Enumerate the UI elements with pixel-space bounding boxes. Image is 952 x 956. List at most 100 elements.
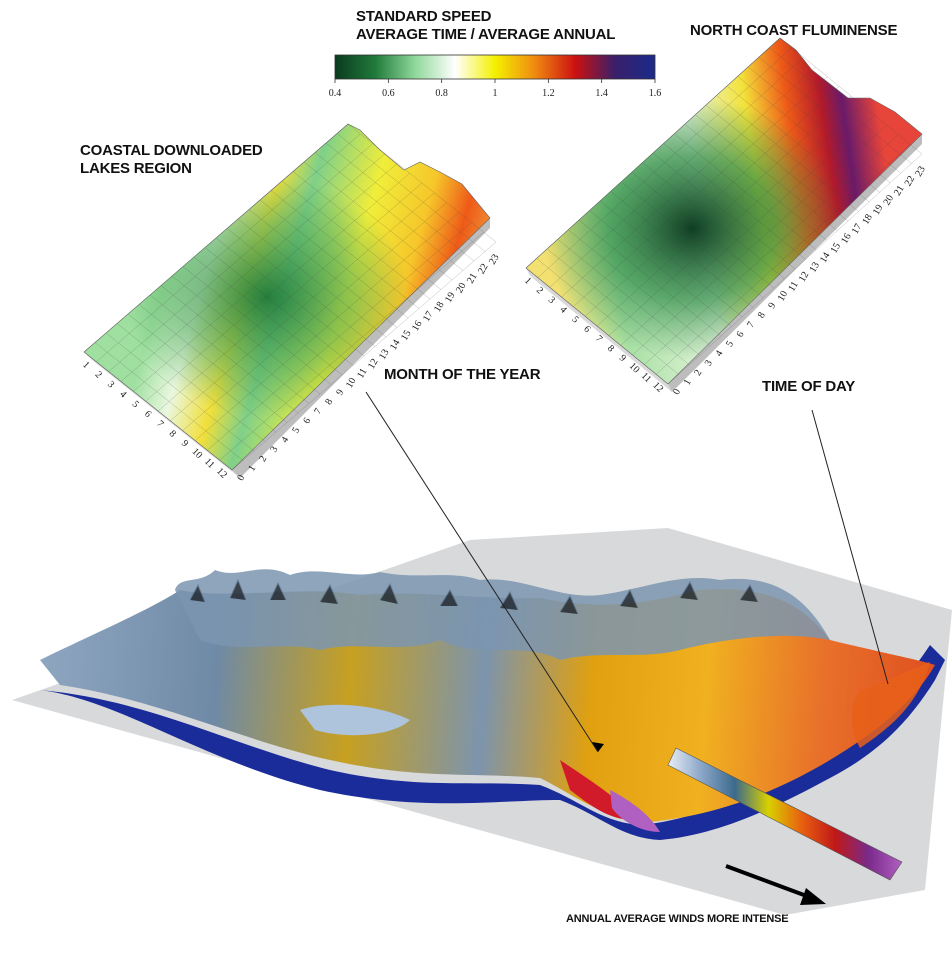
left-grid-line [127,313,277,433]
right-hour-label: 21 [892,184,907,198]
right-grid-line [769,47,912,164]
left-hour-label: 9 [334,388,346,398]
right-hour-label: 5 [724,339,736,349]
right-grid-line [674,133,817,250]
left-panel-side-wall [232,218,490,478]
right-hour-label: 0 [671,387,683,397]
left-month-label: 2 [93,369,104,380]
right-grid-line [620,115,875,346]
legend-title-line1: STANDARD SPEED [356,8,492,25]
map-magenta-zone [610,790,660,832]
right-hour-label: 9 [766,301,778,311]
left-hour-label: 11 [355,367,369,381]
left-grid-line [237,218,387,338]
left-month-label: 10 [190,446,205,461]
right-grid-line [578,219,722,337]
left-grid-line [105,332,255,452]
left-grid-line [171,275,321,395]
left-grid-line [94,342,244,461]
left-month-label: 6 [142,409,153,420]
left-panel-front-wall [84,352,240,478]
left-surface-grid [83,123,497,471]
right-grid-line [547,248,690,365]
left-hour-label: 17 [421,309,436,323]
right-grid-line [705,104,849,222]
left-hour-label: 12 [366,357,381,371]
left-hour-label: 3 [268,445,280,455]
month-callout-label: MONTH OF THE YEAR [384,366,541,383]
left-month-label: 11 [202,456,217,471]
left-month-label: 9 [179,438,190,449]
left-grid-line [157,182,423,412]
right-hour-label: 12 [797,270,812,284]
left-hour-label: 2 [257,454,269,464]
left-grid-line [219,232,484,461]
left-hour-label: 1 [246,464,258,474]
right-month-label: 7 [593,333,604,344]
right-hour-label: 10 [776,289,791,303]
left-grid-line [292,171,442,290]
right-grid-line [663,143,806,260]
left-hour-label: 10 [344,376,359,390]
left-grid-line [215,237,365,357]
left-hour-label: 15 [399,328,414,342]
left-hour-label: 4 [279,435,291,445]
map-scale-label: ANNUAL AVERAGE WINDS MORE INTENSE [566,913,789,925]
left-hour-label: 5 [290,426,302,436]
right-hour-label: 6 [735,330,747,340]
right-grid-line [631,172,774,289]
left-grid-line [170,192,435,421]
left-grid-line [226,228,376,347]
left-hour-label: 18 [432,300,447,314]
right-panel-side-wall [668,134,922,392]
right-surface-grid [525,37,923,385]
month-leader-line [365,391,599,753]
right-month-label: 9 [617,353,628,364]
legend-tick-labels: 0.4 0.6 0.8 1 1.2 1.4 1.6 [329,79,661,99]
right-grid-line [737,76,880,193]
left-month-label: 1 [80,359,91,370]
left-month-label: 12 [214,466,229,481]
left-grid-line [207,222,472,451]
left-panel-title-line1: COASTAL DOWNLOADED [80,142,263,159]
right-grid-line [695,114,838,231]
right-month-label: 2 [534,285,545,296]
left-grid-line [138,304,288,423]
left-hour-label: 13 [377,347,392,361]
right-hour-label: 19 [871,203,886,217]
map-lake [300,704,410,736]
right-hour-label: 18 [860,212,875,226]
right-month-label: 5 [569,314,580,325]
right-grid-line [610,191,753,308]
right-grid-line [599,200,743,318]
right-grid-line [568,229,711,346]
right-month-label: 1 [522,275,533,286]
left-hour-label: 19 [443,290,458,304]
left-grid-line [314,152,464,271]
left-grid-line [336,133,486,252]
left-hour-label: 14 [388,338,403,352]
left-grid-line [160,285,310,404]
left-hour-label: 16 [410,319,425,333]
left-grid-line [83,351,233,471]
right-hour-label: 17 [850,222,865,236]
right-grid-line [758,57,901,174]
right-month-label: 8 [605,343,616,354]
right-grid-line [656,144,911,375]
left-hour-label: 23 [487,252,502,266]
right-hour-label: 11 [786,280,800,294]
right-grid-line [684,124,827,241]
right-hour-label: 14 [818,251,833,265]
left-month-label: 5 [130,399,141,410]
right-grid-line [748,66,891,183]
left-grid-line [182,266,332,385]
left-grid-line [116,323,266,442]
right-hour-label: 22 [903,174,918,188]
left-month-label: 3 [105,379,116,390]
map-scale-bar [667,747,903,881]
left-grid-line [204,247,354,366]
right-grid-line [716,95,859,212]
right-grid-line [621,181,764,298]
